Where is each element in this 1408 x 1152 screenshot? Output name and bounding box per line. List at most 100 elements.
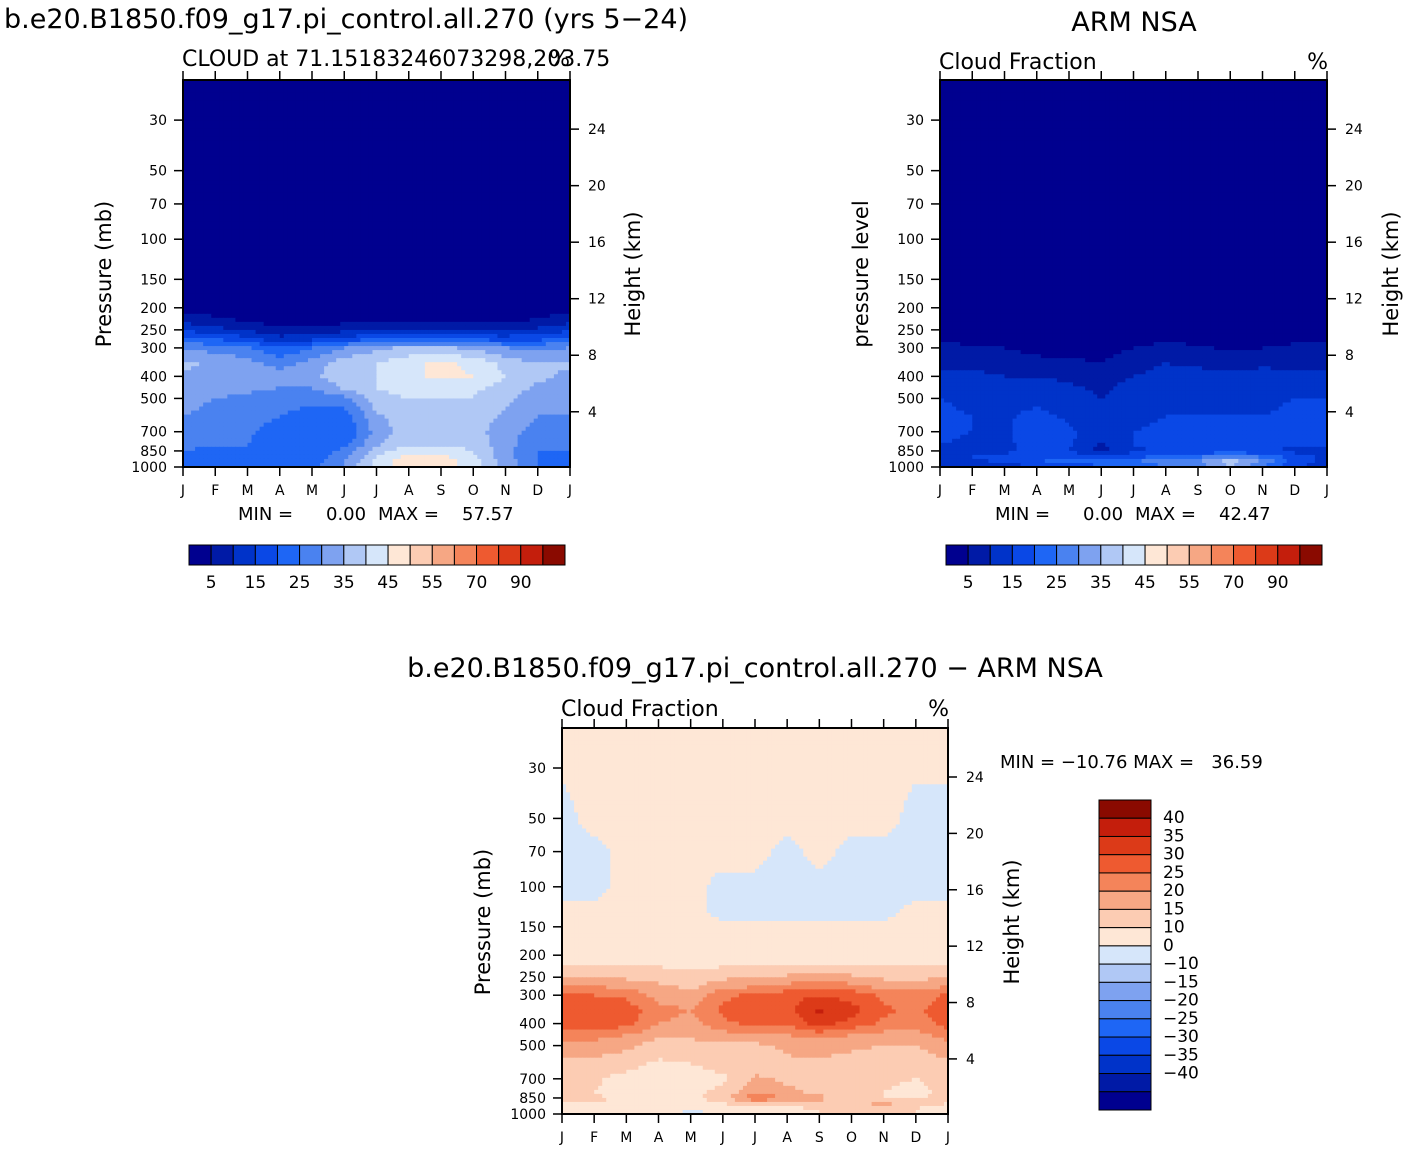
contour-cell [199, 229, 204, 234]
contour-cell [360, 164, 366, 170]
contour-cell [275, 269, 281, 275]
contour-cell [509, 84, 515, 89]
contour-cell [199, 265, 204, 271]
contour-cell [316, 196, 321, 202]
contour-cell [408, 84, 414, 89]
contour-cell [356, 184, 361, 190]
contour-cell [203, 277, 208, 283]
contour-cell [404, 192, 410, 198]
contour-cell [549, 100, 555, 105]
contour-cell [219, 245, 224, 250]
contour-cell [404, 196, 410, 202]
contour-cell [352, 237, 357, 242]
contour-cell [243, 281, 249, 287]
contour-cell [340, 249, 345, 254]
contour-cell [412, 180, 418, 186]
contour-cell [549, 132, 555, 138]
contour-cell [441, 164, 446, 170]
contour-cell [247, 164, 253, 170]
contour-cell [533, 261, 539, 267]
contour-cell [219, 200, 224, 206]
contour-cell [432, 229, 438, 234]
contour-cell [509, 281, 515, 287]
contour-cell [517, 168, 523, 174]
contour-cell [183, 104, 188, 109]
contour-cell [215, 156, 220, 162]
contour-cell [187, 184, 192, 190]
contour-cell [283, 257, 289, 263]
contour-cell [505, 213, 511, 218]
contour-cell [203, 136, 208, 142]
contour-cell [247, 184, 253, 190]
contour-cell [239, 217, 245, 222]
contour-cell [537, 233, 543, 238]
contour-cell [565, 100, 571, 105]
contour-cell [259, 229, 265, 234]
contour-cell [279, 104, 285, 109]
contour-cell [465, 136, 470, 142]
contour-cell [320, 96, 325, 101]
contour-cell [477, 196, 482, 202]
contour-cell [457, 156, 462, 162]
contour-cell [416, 152, 422, 158]
contour-cell [360, 160, 366, 166]
contour-cell [481, 249, 486, 254]
contour-cell [384, 229, 390, 234]
contour-cell [396, 265, 402, 271]
contour-cell [340, 192, 345, 198]
contour-cell [231, 112, 237, 117]
contour-cell [267, 209, 273, 214]
contour-cell [372, 140, 378, 146]
contour-cell [388, 184, 394, 190]
contour-cell [283, 253, 289, 258]
contour-cell [263, 96, 269, 101]
contour-cell [340, 92, 345, 97]
contour-cell [529, 209, 535, 214]
contour-cell [207, 96, 212, 101]
contour-cell [441, 217, 446, 222]
contour-cell [267, 176, 273, 182]
contour-cell [461, 245, 466, 250]
contour-cell [428, 245, 434, 250]
contour-cell [255, 152, 261, 158]
contour-cell [247, 92, 253, 97]
contour-cell [441, 172, 446, 178]
contour-cell [509, 257, 515, 263]
contour-cell [356, 192, 361, 198]
contour-cell [517, 140, 523, 146]
contour-cell [461, 128, 466, 134]
contour-cell [187, 204, 192, 210]
contour-cell [517, 261, 523, 267]
contour-cell [489, 233, 495, 238]
contour-cell [235, 192, 241, 198]
contour-cell [203, 88, 208, 93]
contour-cell [420, 168, 426, 174]
contour-cell [340, 209, 345, 214]
contour-cell [553, 237, 559, 242]
contour-cell [461, 200, 466, 206]
contour-cell [380, 253, 386, 258]
contour-cell [533, 132, 539, 138]
contour-cell [424, 237, 430, 242]
contour-cell [497, 172, 503, 178]
contour-cell [557, 144, 563, 150]
contour-cell [320, 221, 325, 226]
contour-cell [191, 249, 196, 254]
contour-cell [453, 100, 458, 105]
contour-cell [441, 229, 446, 234]
contour-cell [227, 180, 232, 186]
contour-cell [352, 196, 357, 202]
contour-cell [283, 192, 289, 198]
contour-cell [299, 245, 305, 250]
contour-cell [320, 217, 325, 222]
contour-cell [299, 84, 305, 89]
contour-cell [295, 273, 301, 279]
contour-cell [368, 229, 374, 234]
contour-cell [211, 136, 216, 142]
contour-cell [497, 245, 503, 250]
contour-cell [251, 192, 257, 198]
contour-cell [501, 200, 507, 206]
contour-cell [485, 80, 490, 85]
contour-cell [521, 144, 527, 150]
contour-cell [465, 160, 470, 166]
